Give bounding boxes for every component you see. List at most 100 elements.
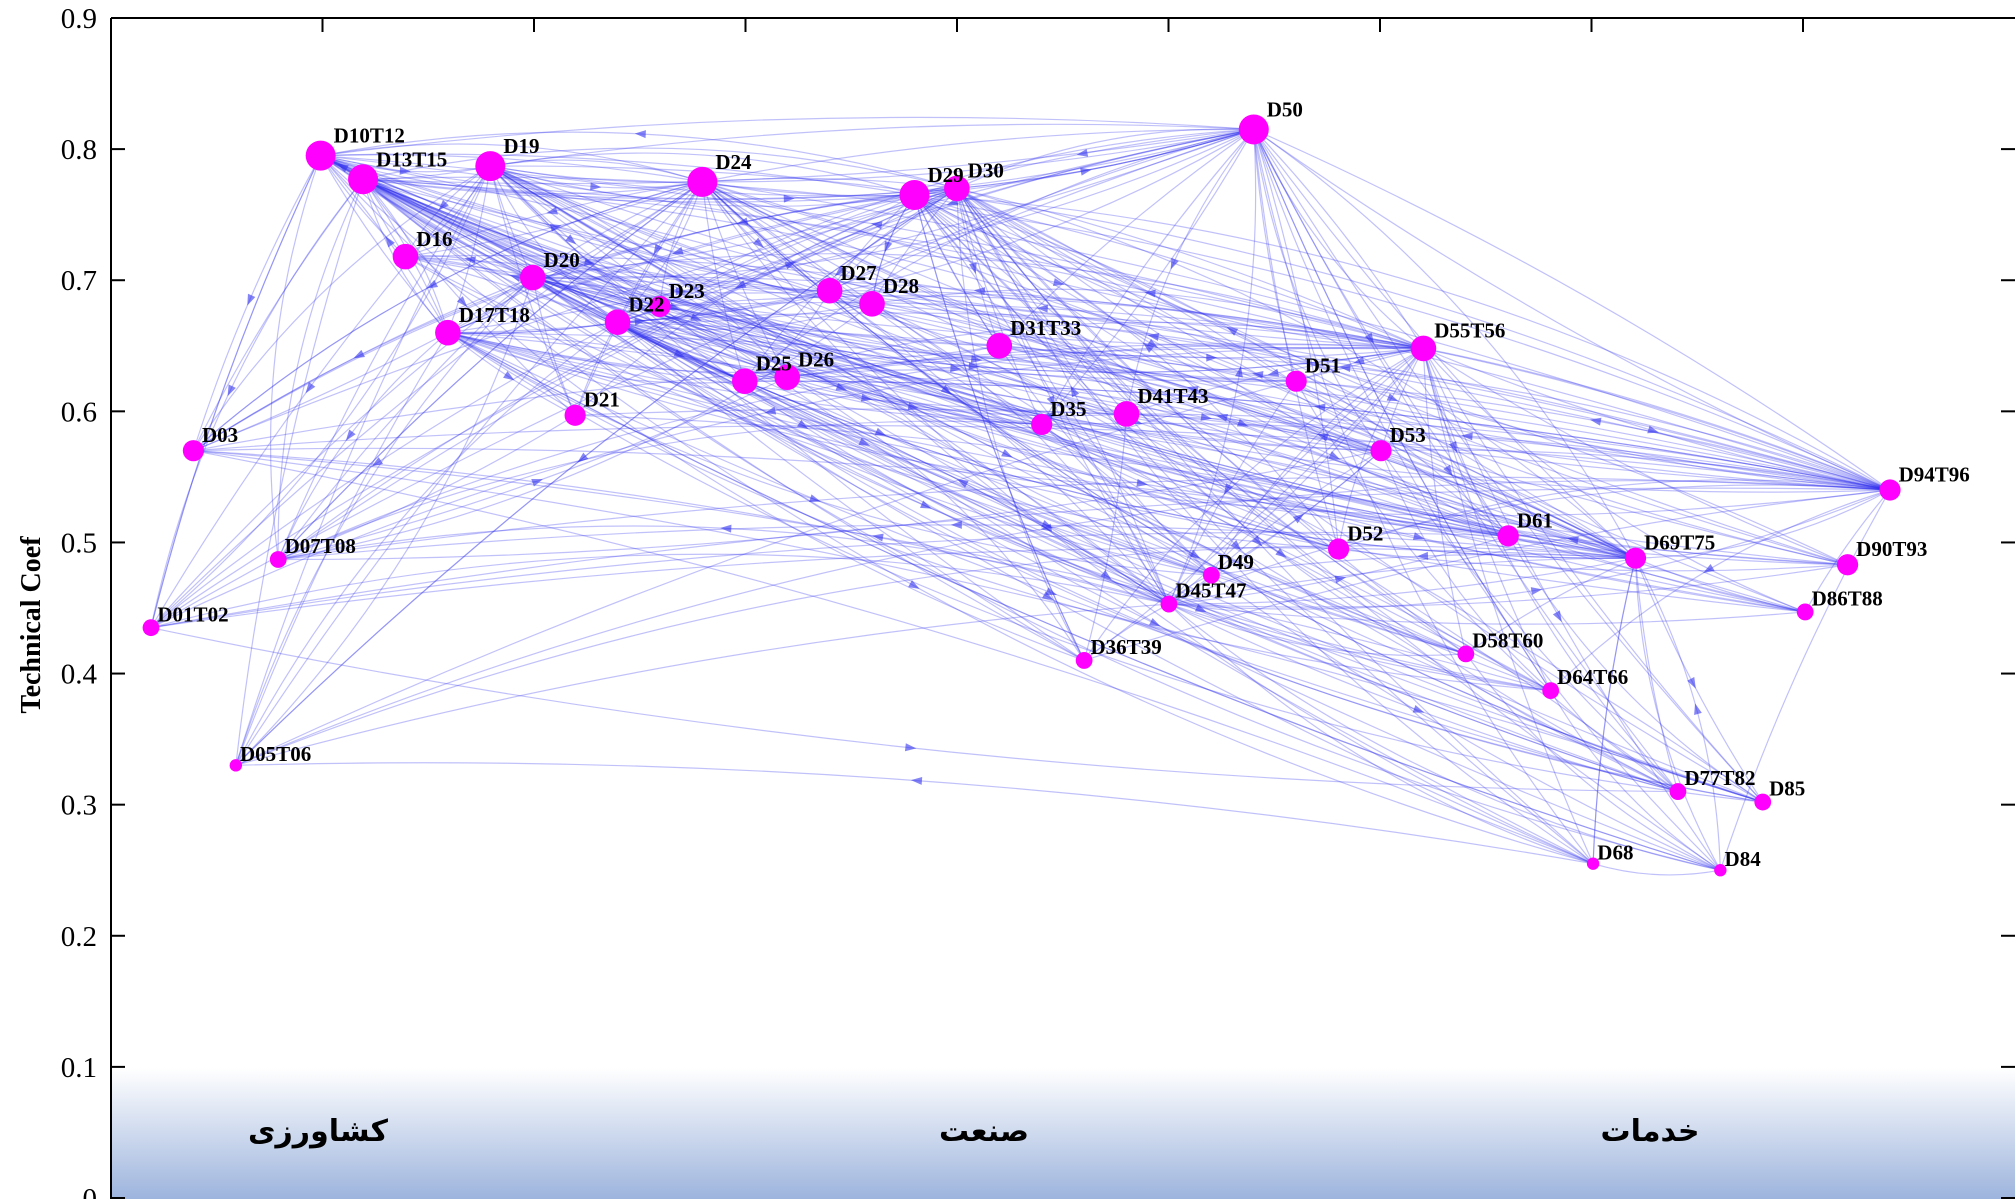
network-edge <box>575 414 1636 559</box>
edge-arrowhead <box>426 279 439 289</box>
network-edge <box>1380 450 1679 792</box>
network-edge <box>914 194 1721 871</box>
edge-arrowhead <box>1314 403 1326 412</box>
network-edge <box>362 178 746 382</box>
network-node <box>604 309 631 335</box>
network-edge <box>956 187 1636 559</box>
edge-arrowhead <box>1364 332 1375 345</box>
network-node <box>1113 401 1140 427</box>
network-edge <box>914 194 1636 559</box>
node-label: D24 <box>715 150 752 174</box>
edge-arrowhead <box>1200 413 1212 421</box>
network-edge <box>320 155 1891 491</box>
network-node <box>519 264 546 291</box>
node-label: D45T47 <box>1175 579 1246 603</box>
edge-arrowhead <box>1461 432 1473 441</box>
network-edge <box>362 178 533 279</box>
network-edge <box>320 155 1382 452</box>
network-edge <box>659 194 915 307</box>
network-edge <box>617 321 1679 793</box>
network-edge <box>1253 129 1382 452</box>
network-edge <box>490 165 957 207</box>
network-node <box>305 140 336 171</box>
network-edge <box>490 123 1254 167</box>
edge-arrowhead <box>907 402 920 411</box>
network-edge <box>447 332 1721 871</box>
network-node <box>1328 538 1350 560</box>
network-edge <box>489 165 1509 537</box>
edge-arrowhead <box>345 429 356 441</box>
network-edge <box>617 321 1763 803</box>
network-edge <box>999 345 1891 491</box>
node-label: D20 <box>544 248 580 272</box>
network-edge <box>1381 449 1891 491</box>
edge-arrowhead <box>456 296 468 308</box>
node-label: D31T33 <box>1010 316 1081 340</box>
network-edge <box>362 178 1382 452</box>
network-edge <box>320 155 1339 550</box>
edge-arrowhead <box>1448 441 1458 453</box>
edge-arrowhead <box>227 384 236 397</box>
network-edge <box>913 194 1170 605</box>
network-edge <box>1253 129 1424 349</box>
network-edge <box>1168 347 1424 605</box>
network-edge <box>405 256 746 382</box>
network-edge <box>956 188 1551 692</box>
edge-arrowhead <box>1194 604 1207 613</box>
network-edge <box>363 128 1254 185</box>
network-edge <box>1083 348 1424 661</box>
node-label: D17T18 <box>459 303 530 327</box>
node-label: D36T39 <box>1091 635 1162 659</box>
edge-arrowhead <box>337 163 349 173</box>
edge-arrowhead <box>1186 386 1199 394</box>
network-edge <box>150 553 1170 629</box>
network-edge <box>1126 413 1509 537</box>
network-edge <box>914 194 1891 491</box>
network-edge <box>193 187 957 452</box>
network-edge <box>320 155 873 305</box>
network-edge <box>235 277 534 766</box>
network-node <box>1202 566 1220 584</box>
network-node <box>142 619 160 637</box>
network-edge <box>532 277 1000 347</box>
network-edge <box>574 187 958 416</box>
edge-arrowhead <box>549 224 562 232</box>
edge-arrowhead <box>835 383 848 391</box>
network-edge <box>320 155 788 378</box>
network-edge <box>913 194 1679 793</box>
network-edge <box>192 178 364 451</box>
network-node <box>1410 335 1437 362</box>
network-node <box>1160 595 1178 613</box>
network-node <box>649 295 671 318</box>
network-edge <box>871 303 1170 605</box>
network-edge <box>744 321 1424 382</box>
network-node <box>1624 547 1647 569</box>
network-edge <box>447 332 1509 537</box>
network-edge <box>320 155 449 334</box>
network-edge <box>1253 129 1594 865</box>
edge-arrowhead <box>870 221 883 230</box>
network-edge <box>956 187 1509 537</box>
network-edge <box>447 166 491 333</box>
network-node <box>1031 413 1053 436</box>
network-edge <box>362 178 1424 349</box>
network-edge <box>1168 557 1636 605</box>
network-edge <box>914 194 1424 349</box>
y-tick-label: 0.2 <box>61 921 97 953</box>
network-edge <box>405 254 1848 566</box>
network-edge <box>1634 558 1721 871</box>
network-edge <box>1253 129 1764 803</box>
network-edge <box>405 256 1424 350</box>
edge-arrowhead <box>1275 548 1287 558</box>
network-edge <box>490 165 1127 415</box>
node-label: D77T82 <box>1684 766 1755 790</box>
network-edge <box>702 181 1382 452</box>
edge-arrowhead <box>503 371 515 381</box>
y-tick-label: 0.3 <box>61 790 97 822</box>
network-edge <box>278 414 576 561</box>
edge-arrowhead <box>1417 551 1429 560</box>
network-edge <box>1083 347 1424 661</box>
network-node <box>435 319 461 346</box>
edge-arrowhead <box>1317 433 1329 442</box>
